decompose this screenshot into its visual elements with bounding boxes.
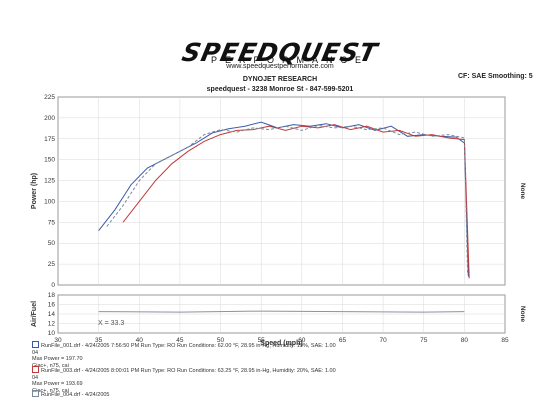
company-address: speedquest - 3238 Monroe St - 847-599-52… [206, 86, 354, 93]
power-ytick-label: 75 [48, 219, 56, 226]
afr-ytick-label: 18 [48, 292, 56, 299]
power-ytick-label: 25 [48, 261, 56, 268]
afr-ytick-label: 16 [48, 302, 56, 309]
xtick-label: 85 [501, 337, 509, 344]
power-series-2 [122, 124, 470, 279]
power-series-3 [106, 124, 469, 276]
legend-swatch-2 [32, 366, 39, 373]
afr-ytick-label: 10 [48, 330, 56, 337]
xtick-label: 55 [258, 337, 266, 344]
legend-run-1-max: Max Power = 197.70 [32, 356, 83, 362]
afr-cursor-annotation: X = 33.3 [98, 320, 124, 327]
legend-swatch-3 [32, 390, 39, 397]
power-plot-area [57, 96, 506, 286]
xtick-label: 80 [461, 337, 469, 344]
power-right-label: None [519, 183, 526, 200]
legend-run-2: RunFile_003.drf - 4/24/2005 8:00:01 PM R… [32, 366, 336, 394]
legend-run-2-mods: Giac+, n75, cai [32, 387, 69, 394]
xtick-label: 75 [420, 337, 428, 344]
legend-run-1-line2: 04 [32, 349, 39, 356]
xtick-label: 45 [176, 337, 184, 344]
power-ytick-label: 150 [44, 157, 55, 164]
website-url: www.speedquestperformance.com [226, 63, 334, 70]
legend-swatch-1 [32, 341, 39, 348]
legend-run-2-line1: RunFile_003.drf - 4/24/2005 8:00:01 PM R… [41, 368, 336, 374]
power-ytick-label: 100 [44, 198, 55, 205]
legend-run-1-mods: Giac+, n75, cai [32, 362, 69, 369]
logo-subtext: PERFORMANCE [210, 55, 369, 65]
power-ytick-label: 225 [44, 94, 55, 101]
legend-run-2-line2: 04 [32, 374, 39, 381]
power-ytick-label: 125 [44, 178, 55, 185]
company-title: DYNOJET RESEARCH [242, 76, 318, 83]
afr-ytick-label: 14 [48, 311, 56, 318]
power-ytick-label: 200 [44, 115, 55, 122]
xtick-label: 65 [339, 337, 347, 344]
afr-series-1 [98, 310, 465, 313]
legend-run-3: RunFile_004.drf - 4/24/2005 [32, 390, 110, 399]
xtick-label: 40 [136, 337, 144, 344]
xtick-label: 50 [217, 337, 225, 344]
legend-run-3-line1: RunFile_004.drf - 4/24/2005 [41, 392, 110, 398]
legend-run-2-max: Max Power = 193.69 [32, 381, 83, 387]
power-ytick-label: 0 [51, 282, 55, 289]
xtick-label: 60 [298, 337, 306, 344]
power-ylabel: Power (hp) [31, 173, 38, 209]
xlabel: Speed (mph) [260, 340, 302, 347]
afr-ytick-label: 12 [48, 321, 56, 328]
xtick-label: 70 [379, 337, 387, 344]
power-ytick-label: 175 [44, 136, 55, 143]
xtick-label: 30 [54, 337, 62, 344]
afr-ylabel: Air/Fuel [31, 301, 38, 327]
afr-right-label: None [519, 306, 526, 323]
legend-run-1: RunFile_001.drf - 4/24/2005 7:56:50 PM R… [32, 341, 336, 369]
correction-factor: CF: SAE Smoothing: 5 [458, 73, 533, 80]
power-ytick-label: 50 [48, 240, 56, 247]
legend-run-1-line1: RunFile_001.drf - 4/24/2005 7:56:50 PM R… [41, 343, 336, 349]
xtick-label: 35 [95, 337, 103, 344]
